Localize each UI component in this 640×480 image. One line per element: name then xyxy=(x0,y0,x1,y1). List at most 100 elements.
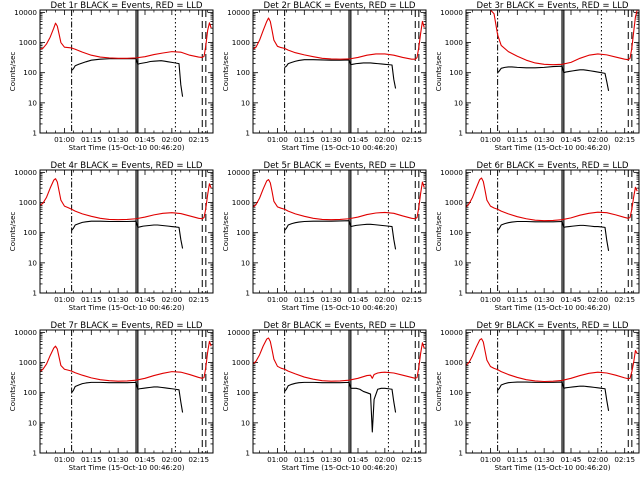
x-tick-label: 01:00 xyxy=(480,295,501,304)
x-tick-label: 02:00 xyxy=(374,135,395,144)
events-series-line xyxy=(284,220,397,250)
chart-panel-4: Det 4r BLACK = Events, RED = LLD 1 10 100 10… xyxy=(8,161,214,312)
x-tick-label: 01:00 xyxy=(267,455,288,464)
y-tick-label: 10000 xyxy=(14,8,37,17)
lld-series-line xyxy=(40,178,212,221)
plot-area xyxy=(253,170,425,293)
x-axis-label: Start Time (15-Oct-10 00:46:20) xyxy=(69,143,185,152)
y-tick-label: 100 xyxy=(449,68,463,77)
lld-series-line xyxy=(253,337,425,382)
chart-panel-9: Det 9r BLACK = Events, RED = LLD 1 10 100 10… xyxy=(434,321,640,472)
x-tick-label: 01:30 xyxy=(534,295,555,304)
events-series-line xyxy=(71,220,184,249)
y-axis-label: Counts/sec xyxy=(8,212,17,252)
y-axis-label: Counts/sec xyxy=(8,372,17,412)
x-tick-label: 01:45 xyxy=(561,295,582,304)
chart-title: Det 2r BLACK = Events, RED = LLD xyxy=(263,1,415,11)
x-tick-label: 02:00 xyxy=(161,295,182,304)
y-tick-label: 100 xyxy=(23,68,37,77)
y-tick-label: 10 xyxy=(28,98,38,107)
x-tick-label: 01:30 xyxy=(321,455,342,464)
axes-frame xyxy=(252,169,427,294)
y-tick-label: 1 xyxy=(32,129,37,138)
plot-area xyxy=(466,10,638,133)
events-series-line xyxy=(71,57,184,97)
x-tick-label: 02:00 xyxy=(374,295,395,304)
y-tick-label: 10 xyxy=(454,98,464,107)
lld-series-line xyxy=(466,177,638,222)
plot-area xyxy=(40,10,212,133)
y-tick-label: 1000 xyxy=(19,198,38,207)
events-series-line xyxy=(497,65,610,91)
events-series-line xyxy=(497,220,610,251)
x-axis-label: Start Time (15-Oct-10 00:46:20) xyxy=(282,303,398,312)
x-tick-label: 01:15 xyxy=(81,135,102,144)
y-tick-label: 10000 xyxy=(227,328,250,337)
x-tick-label: 02:15 xyxy=(188,295,209,304)
chart-title: Det 3r BLACK = Events, RED = LLD xyxy=(476,1,628,11)
x-tick-label: 01:45 xyxy=(561,455,582,464)
y-tick-label: 10000 xyxy=(440,8,463,17)
x-tick-label: 01:45 xyxy=(348,455,369,464)
chart-panel-2: Det 2r BLACK = Events, RED = LLD 1 10 100 10… xyxy=(221,1,427,152)
events-series-line xyxy=(71,381,184,413)
y-tick-label: 10 xyxy=(28,258,38,267)
x-tick-label: 01:30 xyxy=(534,135,555,144)
y-tick-label: 1 xyxy=(32,289,37,298)
y-tick-label: 100 xyxy=(23,228,37,237)
y-axis-label: Counts/sec xyxy=(434,372,443,412)
x-tick-label: 01:30 xyxy=(321,295,342,304)
x-tick-label: 01:30 xyxy=(108,295,129,304)
x-tick-label: 01:30 xyxy=(108,455,129,464)
x-tick-label: 02:00 xyxy=(161,455,182,464)
x-axis-label: Start Time (15-Oct-10 00:46:20) xyxy=(69,463,185,472)
lld-series-line xyxy=(466,10,638,66)
y-tick-label: 10000 xyxy=(14,328,37,337)
y-tick-label: 10 xyxy=(454,258,464,267)
y-tick-label: 10 xyxy=(241,258,251,267)
y-tick-label: 10000 xyxy=(227,8,250,17)
x-tick-label: 01:45 xyxy=(135,135,156,144)
x-tick-label: 02:15 xyxy=(188,135,209,144)
lld-series-line xyxy=(253,17,425,60)
x-tick-label: 01:15 xyxy=(507,455,528,464)
x-axis-label: Start Time (15-Oct-10 00:46:20) xyxy=(495,143,611,152)
x-tick-label: 02:15 xyxy=(188,455,209,464)
axes-frame xyxy=(465,329,640,454)
x-axis-label: Start Time (15-Oct-10 00:46:20) xyxy=(495,303,611,312)
axes-frame xyxy=(39,329,214,454)
y-tick-label: 100 xyxy=(236,388,250,397)
chart-panel-7: Det 7r BLACK = Events, RED = LLD 1 10 100 10… xyxy=(8,321,214,472)
y-tick-label: 10000 xyxy=(440,168,463,177)
x-axis-label: Start Time (15-Oct-10 00:46:20) xyxy=(282,463,398,472)
axes-frame xyxy=(465,9,640,134)
y-tick-label: 10 xyxy=(28,418,38,427)
lld-series-line xyxy=(466,338,638,383)
x-tick-label: 01:45 xyxy=(135,455,156,464)
x-tick-label: 02:00 xyxy=(374,455,395,464)
chart-title: Det 9r BLACK = Events, RED = LLD xyxy=(476,321,628,331)
chart-panel-3: Det 3r BLACK = Events, RED = LLD 1 10 100 10… xyxy=(434,1,640,152)
x-tick-label: 01:45 xyxy=(348,295,369,304)
chart-title: Det 1r BLACK = Events, RED = LLD xyxy=(50,1,202,11)
chart-title: Det 8r BLACK = Events, RED = LLD xyxy=(263,321,415,331)
x-tick-label: 01:30 xyxy=(534,455,555,464)
y-tick-label: 1000 xyxy=(232,198,251,207)
y-axis-label: Counts/sec xyxy=(434,52,443,92)
plot-area xyxy=(466,170,638,293)
y-tick-label: 10000 xyxy=(227,168,250,177)
lld-series-line xyxy=(253,178,425,221)
y-tick-label: 1 xyxy=(245,129,250,138)
y-tick-label: 1 xyxy=(458,129,463,138)
x-tick-label: 02:00 xyxy=(587,455,608,464)
axes-frame xyxy=(252,9,427,134)
y-tick-label: 1 xyxy=(32,449,37,458)
chart-panel-8: Det 8r BLACK = Events, RED = LLD 1 10 100 10… xyxy=(221,321,427,472)
y-tick-label: 10 xyxy=(454,418,464,427)
x-tick-label: 01:15 xyxy=(294,455,315,464)
lld-series-line xyxy=(40,340,212,382)
x-tick-label: 02:15 xyxy=(614,455,635,464)
plot-area xyxy=(253,10,425,133)
x-tick-label: 01:30 xyxy=(321,135,342,144)
x-tick-label: 01:30 xyxy=(108,135,129,144)
